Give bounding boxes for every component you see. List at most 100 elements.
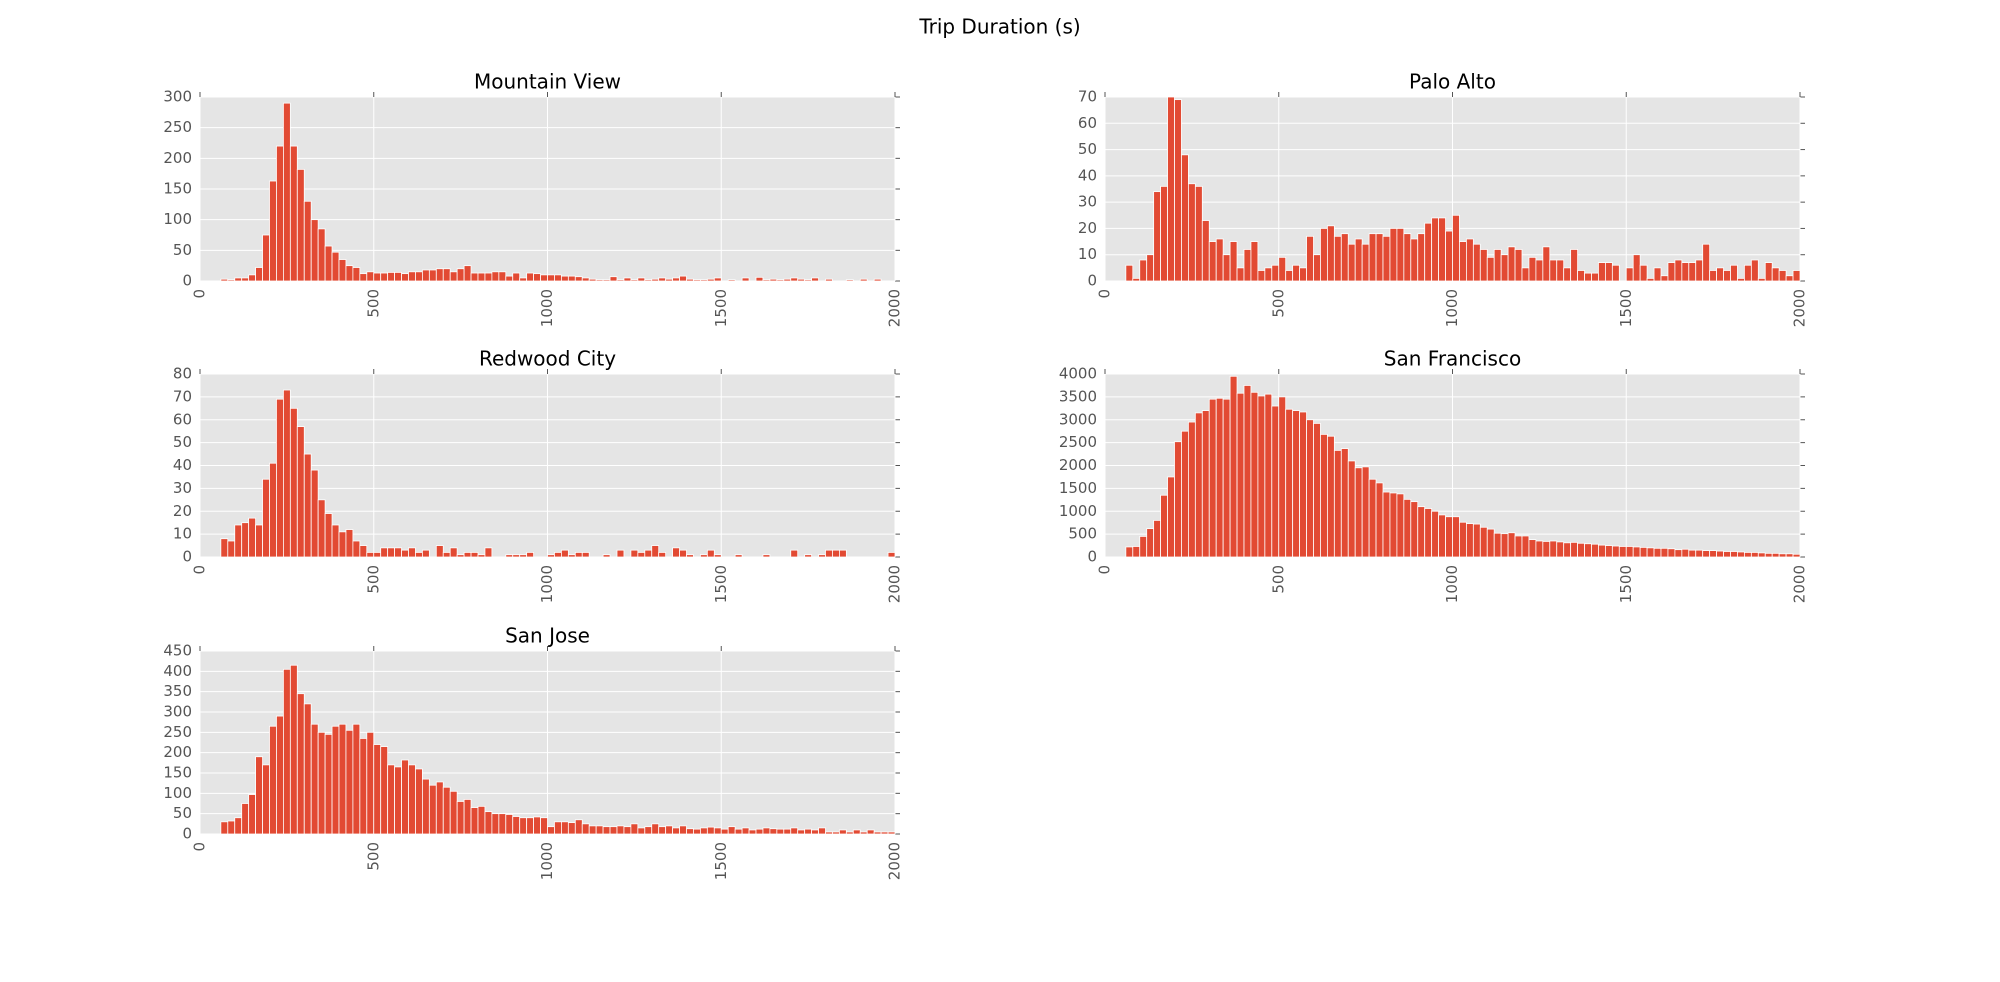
bar — [602, 554, 611, 558]
bar — [1528, 539, 1537, 558]
y-tick-label: 50 — [173, 241, 192, 259]
bar — [1340, 233, 1349, 282]
bar — [352, 723, 361, 835]
bar — [859, 278, 868, 282]
bar — [303, 453, 312, 558]
y-tick-label: 60 — [1078, 114, 1097, 132]
bar — [679, 275, 687, 282]
y-tick-label: 4000 — [1059, 365, 1097, 383]
x-tick-label: 1000 — [538, 565, 556, 603]
bar — [1639, 546, 1648, 558]
bar — [804, 828, 813, 835]
y-tick-label: 350 — [163, 682, 192, 700]
bar — [1389, 492, 1398, 558]
bar — [1417, 506, 1426, 558]
bar — [1792, 553, 1801, 558]
bar — [255, 267, 263, 282]
bar — [1785, 553, 1794, 558]
x-tick-label: 500 — [364, 842, 382, 871]
bar — [1299, 267, 1307, 282]
bar — [748, 829, 757, 835]
bar — [449, 547, 458, 558]
bar — [866, 829, 875, 835]
bar — [706, 278, 715, 282]
bar — [345, 729, 354, 835]
bar — [581, 277, 590, 282]
bar — [1264, 267, 1273, 282]
bar — [811, 829, 819, 835]
bar — [1584, 272, 1592, 282]
bar — [338, 723, 347, 835]
bar — [1271, 264, 1280, 282]
bar — [1215, 397, 1224, 558]
bar — [317, 731, 326, 835]
y-tick-label: 2500 — [1059, 433, 1097, 451]
bar — [282, 102, 291, 282]
bar — [276, 715, 284, 835]
bar — [1257, 395, 1266, 558]
bar — [234, 277, 243, 282]
bar — [1327, 225, 1335, 282]
y-tick-label: 40 — [173, 456, 192, 474]
bar — [845, 279, 854, 282]
bar — [1542, 246, 1551, 282]
bar — [269, 725, 277, 835]
bar — [408, 547, 416, 558]
bar — [1716, 267, 1724, 282]
bar — [1653, 547, 1662, 558]
bar — [276, 398, 284, 558]
bar — [421, 269, 430, 282]
bar — [734, 554, 743, 558]
bar — [832, 549, 840, 558]
y-tick-label: 30 — [1078, 193, 1097, 211]
bar — [1146, 528, 1155, 558]
bar — [526, 817, 535, 835]
x-tick-label: 1000 — [538, 842, 556, 880]
x-tick-label: 0 — [191, 842, 209, 852]
bar — [1389, 228, 1398, 282]
bar — [1410, 238, 1419, 282]
bar — [762, 279, 771, 282]
bar — [1674, 259, 1683, 282]
bar — [512, 272, 521, 282]
bar — [790, 549, 799, 558]
bar — [1201, 410, 1210, 558]
bar — [1757, 552, 1766, 558]
bar — [289, 145, 298, 282]
bar — [533, 816, 541, 835]
bar — [1368, 233, 1377, 282]
bar — [1354, 238, 1363, 282]
bar — [380, 272, 389, 282]
bar — [602, 826, 611, 835]
bar — [672, 827, 680, 835]
bar — [1236, 267, 1245, 282]
bar — [658, 277, 667, 282]
bar — [1215, 238, 1224, 282]
bar — [1264, 393, 1273, 558]
bar — [804, 554, 813, 558]
bar — [1764, 552, 1773, 558]
bar — [1243, 385, 1252, 558]
bar — [519, 277, 528, 282]
bar — [1320, 433, 1328, 558]
bar — [498, 813, 507, 835]
bar — [1438, 217, 1446, 282]
bar — [686, 828, 694, 835]
bar — [567, 554, 576, 558]
bar — [1361, 466, 1370, 558]
bar — [463, 799, 472, 835]
bar — [338, 259, 347, 282]
bar — [394, 766, 402, 835]
x-tick-label: 1000 — [1443, 565, 1461, 603]
bar — [1194, 412, 1203, 558]
bar — [519, 554, 528, 558]
bar — [727, 279, 736, 282]
subplot-title: San Jose — [505, 624, 590, 648]
bar — [1605, 262, 1613, 282]
bar — [804, 279, 813, 282]
bar — [456, 554, 465, 558]
x-tick-label: 1500 — [712, 289, 730, 327]
bar — [1347, 243, 1356, 282]
bar — [1521, 267, 1530, 282]
bar — [1723, 551, 1731, 558]
